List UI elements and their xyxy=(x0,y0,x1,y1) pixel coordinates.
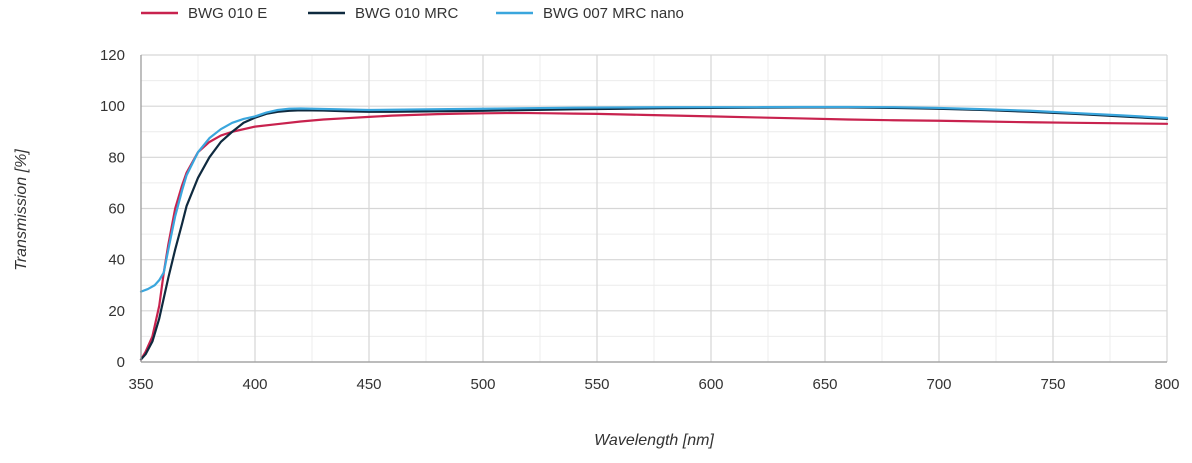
x-tick-label: 800 xyxy=(1154,376,1179,393)
series-line-3 xyxy=(139,105,1169,293)
legend-item-3: BWG 007 MRC nano xyxy=(496,5,684,22)
y-tick-label: 80 xyxy=(108,149,125,166)
y-tick-label: 40 xyxy=(108,252,125,269)
legend-item-2: BWG 010 MRC xyxy=(308,5,459,22)
legend-item-1: BWG 010 E xyxy=(141,5,267,22)
y-axis-title: Transmission [%] xyxy=(13,149,30,271)
x-tick-label: 700 xyxy=(926,376,951,393)
series-layer xyxy=(139,105,1169,361)
series-line-1 xyxy=(139,111,1169,361)
legend-label: BWG 010 E xyxy=(188,5,267,22)
legend-label: BWG 010 MRC xyxy=(355,5,459,22)
y-tick-label: 0 xyxy=(117,354,125,371)
x-axis-title: Wavelength [nm] xyxy=(594,432,714,449)
x-tick-label: 550 xyxy=(584,376,609,393)
x-tick-label: 650 xyxy=(812,376,837,393)
x-tick-label: 400 xyxy=(242,376,267,393)
y-tick-label: 60 xyxy=(108,201,125,218)
x-tick-label: 350 xyxy=(128,376,153,393)
x-tick-label: 450 xyxy=(356,376,381,393)
x-tick-label: 500 xyxy=(470,376,495,393)
x-tick-label: 750 xyxy=(1040,376,1065,393)
legend-label: BWG 007 MRC nano xyxy=(543,5,684,22)
y-tick-label: 120 xyxy=(100,47,125,64)
y-tick-label: 20 xyxy=(108,303,125,320)
legend: BWG 010 E BWG 010 MRC BWG 007 MRC nano xyxy=(141,5,684,22)
grid-layer xyxy=(140,54,1168,363)
x-tick-label: 600 xyxy=(698,376,723,393)
axis-layer: 350 400 450 500 550 600 650 700 750 800 0 20 40 60 80 1… xyxy=(100,47,1180,393)
y-tick-label: 100 xyxy=(100,98,125,115)
